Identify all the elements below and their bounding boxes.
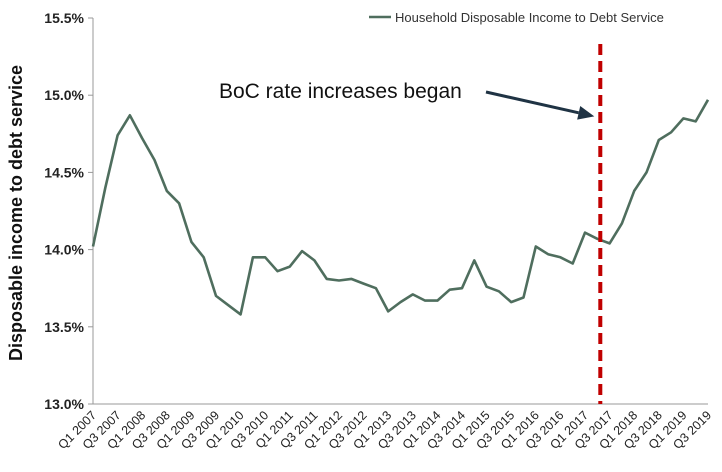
y-tick-label: 13.5% bbox=[44, 319, 84, 335]
y-tick-label: 15.0% bbox=[44, 87, 84, 103]
y-axis: 13.0% 13.5% 14.0% 14.5% 15.0% 15.5% bbox=[44, 10, 94, 412]
legend: Household Disposable Income to Debt Serv… bbox=[369, 10, 664, 25]
annotation-text: BoC rate increases began bbox=[219, 80, 462, 103]
annotation: BoC rate increases began bbox=[219, 80, 595, 120]
y-tick-label: 14.5% bbox=[44, 164, 84, 180]
y-axis-label: Disposable income to debt service bbox=[6, 65, 26, 361]
annotation-arrow bbox=[485, 90, 580, 115]
annotation-arrowhead bbox=[577, 106, 595, 120]
y-ticks: 13.0% 13.5% 14.0% 14.5% 15.0% 15.5% bbox=[44, 10, 93, 412]
series-line-household-disposable-income bbox=[91, 99, 710, 316]
y-tick-label: 13.0% bbox=[44, 396, 84, 412]
legend-label: Household Disposable Income to Debt Serv… bbox=[395, 10, 664, 25]
y-tick-label: 15.5% bbox=[44, 10, 84, 26]
y-tick-label: 14.0% bbox=[44, 242, 84, 258]
